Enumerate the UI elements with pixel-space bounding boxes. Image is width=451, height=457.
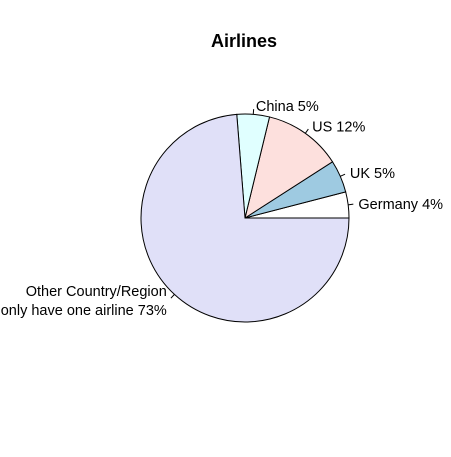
pie-slices bbox=[140, 113, 350, 323]
slice-label-line: US 12% bbox=[312, 120, 365, 136]
slice-label-line: Other Country/Region bbox=[26, 284, 167, 300]
slice-label-line: Germany 4% bbox=[358, 197, 443, 213]
pie-labels: Germany 4% UK 5% US 12% China 5% Other Count… bbox=[1, 99, 443, 319]
slice-label: Other Country/Region only have one airlin… bbox=[1, 284, 167, 319]
slice-label: US 12% bbox=[312, 120, 365, 136]
pie-slice bbox=[244, 116, 334, 220]
slice-label: UK 5% bbox=[350, 166, 395, 182]
slice-label-tick bbox=[340, 173, 346, 177]
pie-slice bbox=[140, 113, 350, 323]
slice-label-line: only have one airline 73% bbox=[1, 303, 167, 319]
slice-label: China 5% bbox=[256, 99, 319, 115]
slice-label-line: UK 5% bbox=[350, 166, 395, 182]
slice-label-tick bbox=[304, 128, 309, 134]
chart-title: Airlines bbox=[211, 31, 277, 51]
slice-label: Germany 4% bbox=[358, 197, 443, 213]
slice-label-tick bbox=[348, 203, 354, 206]
slice-label-line: China 5% bbox=[256, 99, 319, 115]
slice-label-tick bbox=[170, 294, 175, 299]
